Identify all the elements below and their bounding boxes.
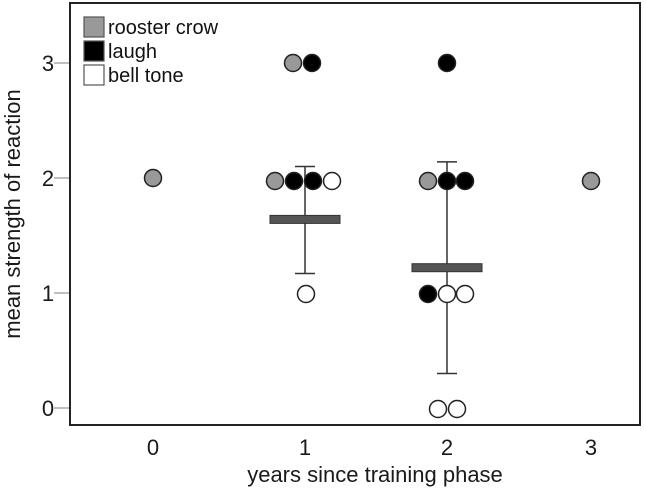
legend-swatch xyxy=(83,64,105,86)
legend-label: bell tone xyxy=(108,65,184,87)
data-point-laugh xyxy=(418,284,438,304)
data-point-laugh xyxy=(284,171,304,191)
data-point-laugh xyxy=(302,53,322,73)
y-tick-label: 2 xyxy=(42,166,54,191)
mean-bar xyxy=(411,263,483,273)
data-point-bell-tone xyxy=(437,284,457,304)
y-tick-label: 1 xyxy=(42,281,54,306)
data-point-rooster-crow xyxy=(581,171,601,191)
x-tick-label: 1 xyxy=(299,435,311,460)
error-bars xyxy=(269,161,483,375)
x-tick-label: 0 xyxy=(147,435,159,460)
plot-frame xyxy=(69,2,641,426)
x-tick-label: 2 xyxy=(441,435,453,460)
legend-swatch xyxy=(83,40,105,62)
data-point-laugh xyxy=(455,171,475,191)
data-point-rooster-crow xyxy=(418,171,438,191)
mean-bar xyxy=(269,214,341,224)
data-point-bell-tone xyxy=(447,399,467,419)
data-point-bell-tone xyxy=(455,284,475,304)
data-point-laugh xyxy=(437,53,457,73)
data-point-rooster-crow xyxy=(143,168,163,188)
data-point-laugh xyxy=(303,171,323,191)
x-axis-ticks: 0 1 2 3 xyxy=(147,435,597,460)
legend-swatch xyxy=(83,16,105,38)
legend-label: rooster crow xyxy=(108,17,219,39)
data-point-laugh xyxy=(437,171,457,191)
x-axis-title: years since training phase xyxy=(247,462,503,487)
y-tick-label: 0 xyxy=(42,396,54,421)
data-point-bell-tone xyxy=(322,171,342,191)
y-axis-ticks: 0 1 2 3 xyxy=(42,51,70,421)
y-axis-title: mean strength of reaction xyxy=(0,89,25,338)
data-point-rooster-crow xyxy=(265,171,285,191)
y-tick-label: 3 xyxy=(42,51,54,76)
data-points xyxy=(143,53,601,419)
data-point-bell-tone xyxy=(296,284,316,304)
x-tick-label: 3 xyxy=(585,435,597,460)
data-point-rooster-crow xyxy=(283,53,303,73)
legend-label: laugh xyxy=(108,41,157,63)
data-point-bell-tone xyxy=(428,399,448,419)
